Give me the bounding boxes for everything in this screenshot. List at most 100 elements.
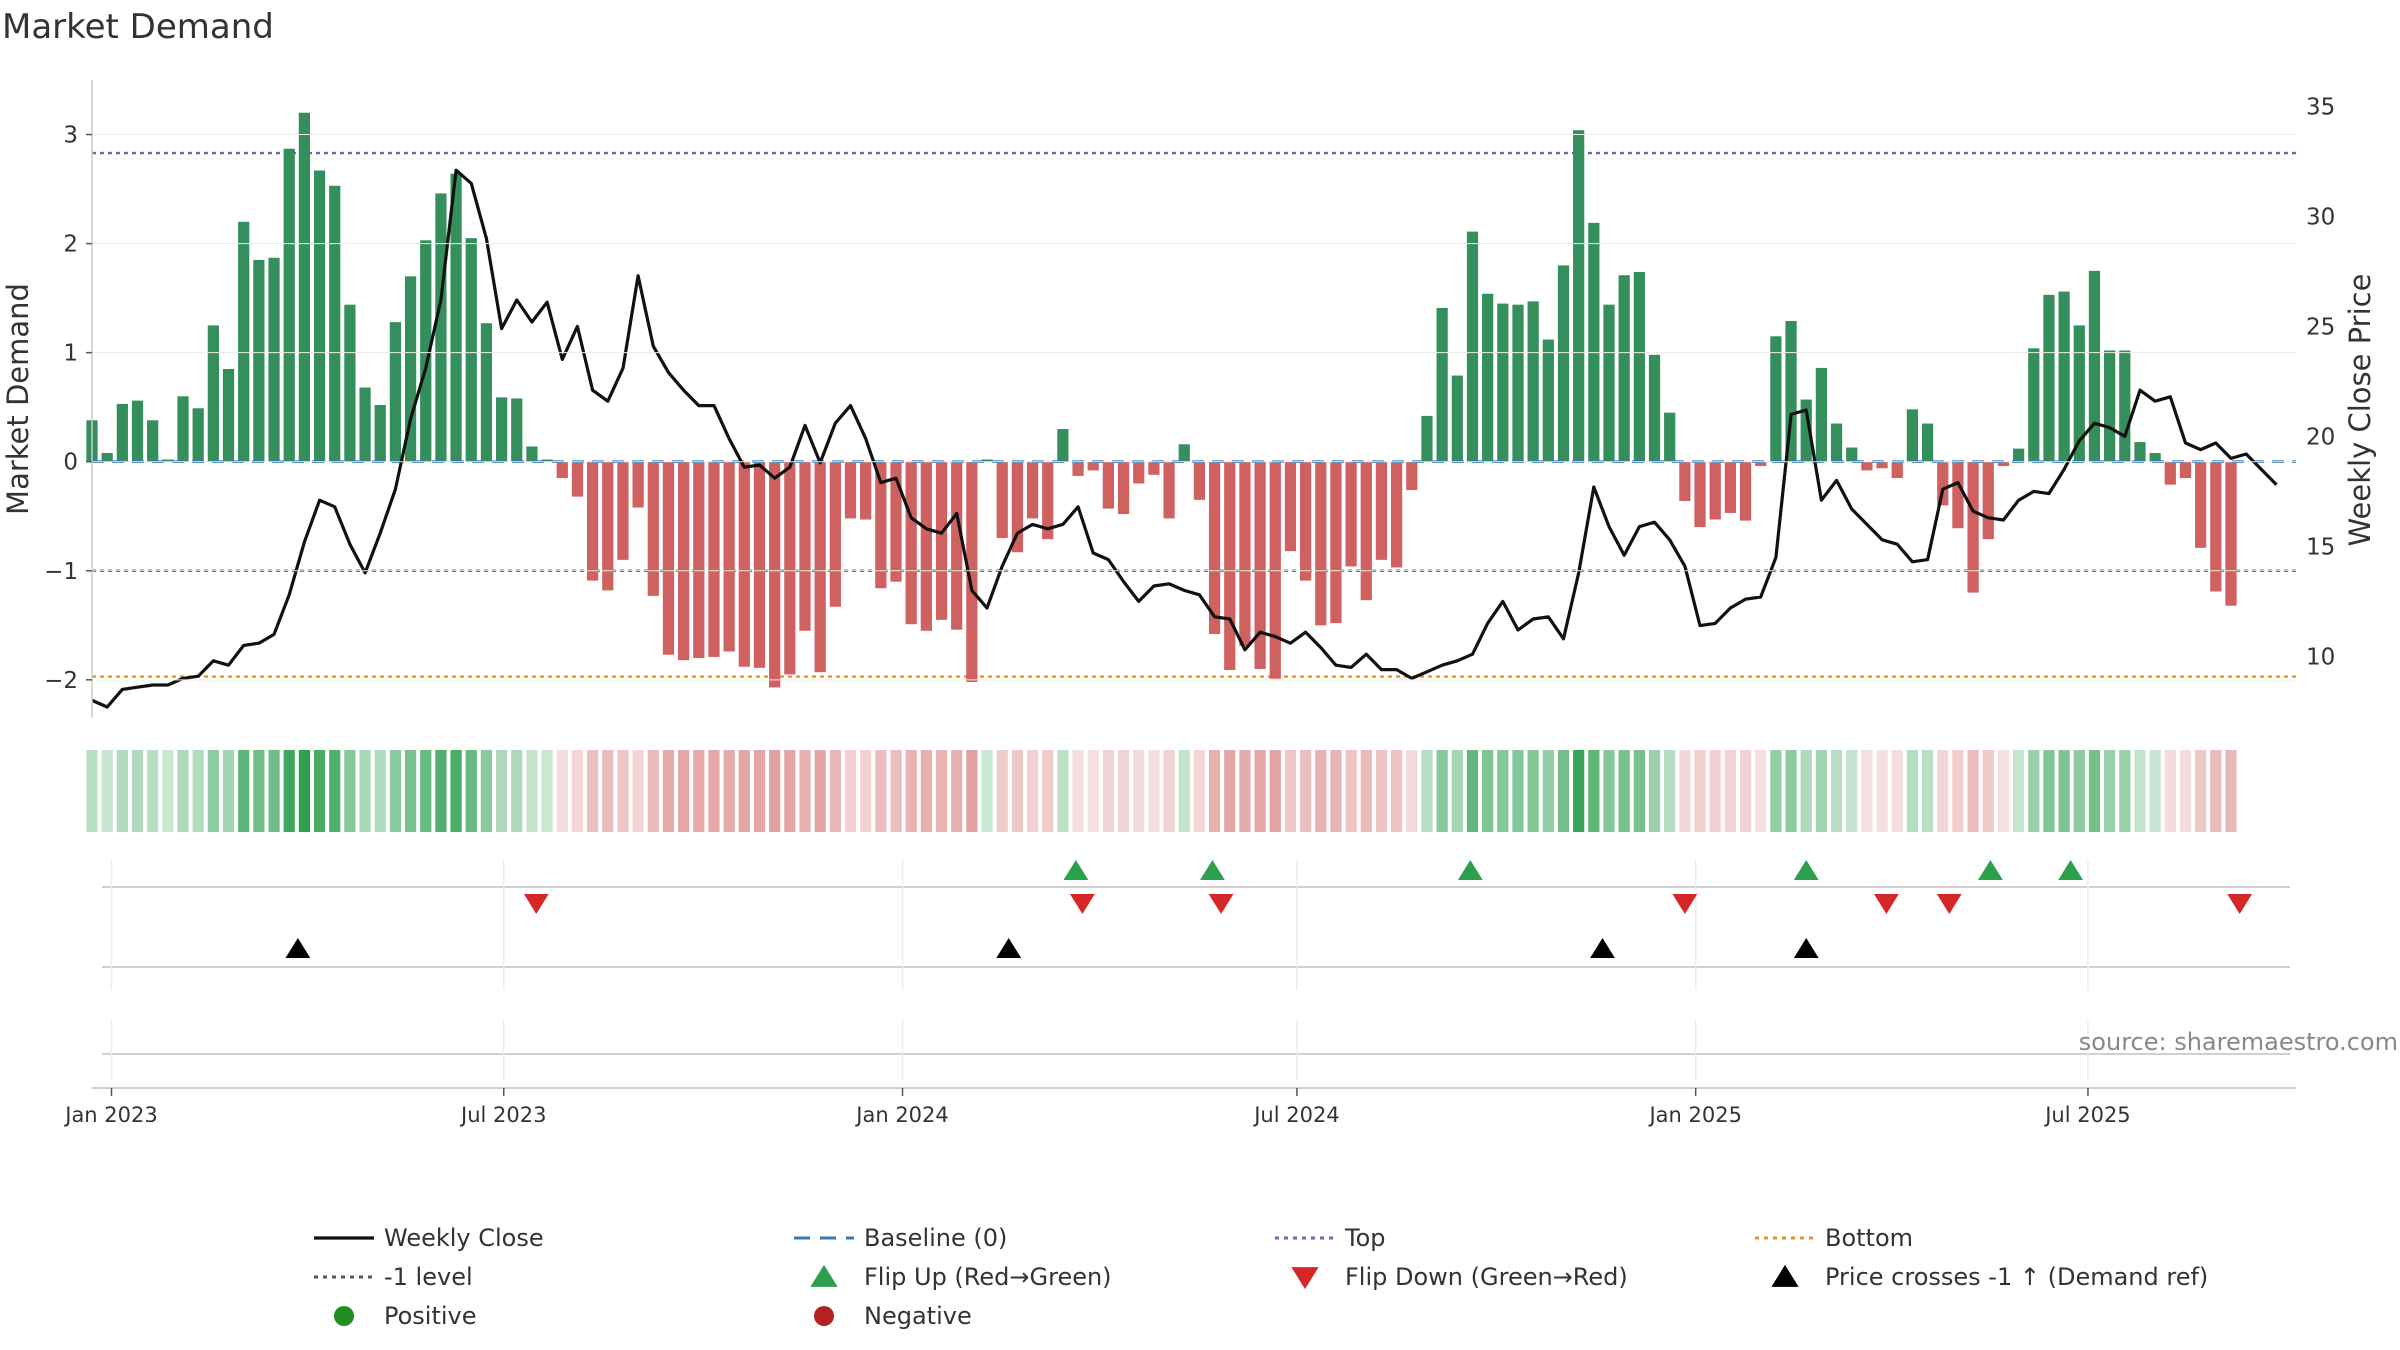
heat-cell bbox=[1709, 750, 1721, 832]
flip-down-marker bbox=[1936, 894, 1962, 914]
heat-cell bbox=[1694, 750, 1706, 832]
demand-bar bbox=[587, 461, 599, 581]
heat-cell bbox=[313, 750, 326, 832]
demand-bar bbox=[1830, 423, 1843, 462]
flip-up-marker bbox=[1793, 860, 1819, 880]
date-tick-label: Jan 2023 bbox=[63, 1103, 158, 1127]
flip-down-marker bbox=[1208, 894, 1234, 914]
heat-cell bbox=[1982, 750, 1994, 832]
demand-bar bbox=[2043, 294, 2055, 462]
heat-cell bbox=[1057, 750, 1069, 832]
demand-bar bbox=[1967, 461, 1979, 593]
demand-bar bbox=[162, 459, 174, 462]
demand-bar bbox=[2225, 461, 2237, 606]
demand-bar bbox=[1163, 461, 1175, 519]
heat-cell bbox=[1269, 750, 1281, 832]
demand-bar bbox=[1542, 339, 1554, 462]
demand-bar bbox=[1330, 461, 1342, 624]
heat-cell bbox=[1739, 750, 1752, 832]
heat-cell bbox=[1846, 750, 1858, 832]
legend: Weekly Close Baseline (0) Top Bottom -1 leve… bbox=[314, 1224, 2208, 1330]
demand-bar bbox=[693, 461, 705, 659]
heat-cell bbox=[2195, 750, 2207, 832]
demand-bar bbox=[1512, 304, 1524, 462]
demand-bar bbox=[647, 461, 659, 596]
heat-cell bbox=[162, 750, 174, 832]
legend-label: Baseline (0) bbox=[864, 1224, 1007, 1252]
demand-bar bbox=[981, 459, 993, 462]
demand-bar bbox=[374, 404, 386, 462]
demand-bar bbox=[1906, 409, 1919, 462]
demand-bar bbox=[313, 170, 326, 462]
flip-up-marker bbox=[1063, 860, 1089, 880]
heat-cell bbox=[1482, 750, 1494, 832]
demand-bar bbox=[1087, 461, 1099, 471]
demand-bar bbox=[1482, 293, 1494, 462]
heat-cell bbox=[951, 750, 963, 832]
demand-bar bbox=[1648, 354, 1661, 462]
chart-title: Market Demand bbox=[2, 7, 274, 47]
demand-bar bbox=[571, 461, 584, 497]
demand-bar bbox=[1299, 461, 1312, 581]
date-tick-label: Jan 2025 bbox=[1647, 1103, 1742, 1127]
heat-cell bbox=[1512, 750, 1524, 832]
demand-bar bbox=[1770, 336, 1782, 462]
demand-bar bbox=[784, 461, 796, 675]
heat-cell bbox=[1557, 750, 1570, 832]
heat-cell bbox=[480, 750, 493, 832]
right-tick-label: 15 bbox=[2306, 534, 2335, 560]
flip-up-marker bbox=[1200, 860, 1225, 880]
heat-cell bbox=[1072, 750, 1084, 832]
heat-cell bbox=[2119, 750, 2131, 832]
demand-bar bbox=[526, 446, 538, 462]
left-tick-label: −1 bbox=[44, 559, 78, 585]
heat-cell bbox=[86, 750, 98, 832]
demand-bar bbox=[1861, 461, 1873, 471]
cross-up-marker bbox=[1590, 938, 1615, 958]
heat-cell bbox=[2058, 750, 2070, 832]
demand-bar bbox=[1588, 222, 1600, 462]
heat-cell bbox=[890, 750, 902, 832]
demand-heat-strip bbox=[86, 750, 2237, 832]
demand-bar bbox=[1178, 444, 1190, 462]
heat-cell bbox=[450, 750, 462, 832]
heat-cell bbox=[587, 750, 599, 832]
demand-bar bbox=[344, 304, 356, 462]
demand-bar bbox=[829, 461, 841, 607]
demand-bar bbox=[1785, 321, 1797, 462]
heat-cell bbox=[344, 750, 356, 832]
demand-bar bbox=[1239, 461, 1251, 647]
demand-bar bbox=[420, 240, 432, 462]
demand-bar bbox=[329, 185, 341, 462]
demand-bar bbox=[2028, 348, 2040, 462]
heat-cell bbox=[1436, 750, 1448, 832]
heat-cell bbox=[1542, 750, 1554, 832]
demand-bar bbox=[966, 461, 978, 683]
flip-up-marker bbox=[2058, 860, 2084, 880]
demand-bar bbox=[1800, 399, 1812, 462]
legend-label: Positive bbox=[384, 1302, 477, 1330]
demand-bar bbox=[1603, 304, 1615, 462]
heat-cell bbox=[1603, 750, 1615, 832]
demand-bar bbox=[147, 420, 159, 462]
heat-cell bbox=[2028, 750, 2040, 832]
heat-cell bbox=[238, 750, 250, 832]
heat-cell bbox=[1937, 750, 1949, 832]
demand-bar bbox=[404, 276, 417, 462]
heat-cell bbox=[147, 750, 159, 832]
demand-bar bbox=[192, 408, 204, 462]
demand-bar bbox=[1102, 461, 1115, 509]
heat-cell bbox=[738, 750, 750, 832]
cross-up-marker bbox=[996, 938, 1022, 958]
heat-cell bbox=[1830, 750, 1843, 832]
demand-bar bbox=[1421, 415, 1433, 462]
heat-cell bbox=[1573, 750, 1585, 832]
demand-bar bbox=[298, 112, 310, 462]
demand-bar bbox=[2210, 461, 2222, 592]
flip-down-marker bbox=[1672, 894, 1698, 914]
heat-cell bbox=[2179, 750, 2192, 832]
demand-bar bbox=[389, 322, 402, 462]
demand-bar bbox=[1618, 275, 1630, 462]
demand-bar bbox=[2164, 461, 2176, 485]
demand-bar bbox=[511, 398, 523, 462]
